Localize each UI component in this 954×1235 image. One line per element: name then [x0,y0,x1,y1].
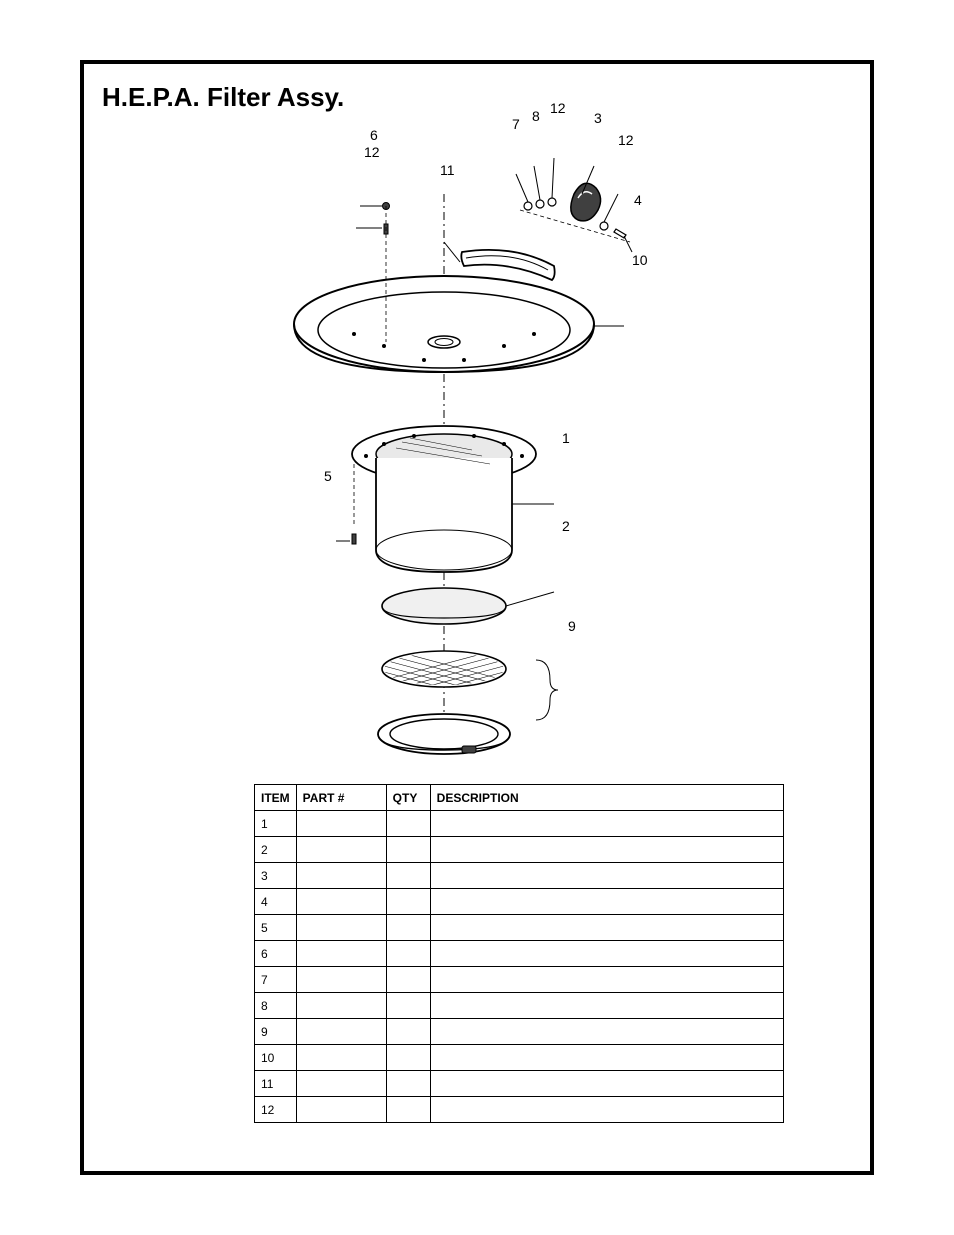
page-frame: H.E.P.A. Filter Assy. [80,60,874,1175]
callout-11: 11 [440,162,455,178]
parts-table-body: 1 2 3 4 5 6 7 8 9 10 11 12 [255,811,784,1123]
page-title: H.E.P.A. Filter Assy. [102,82,344,113]
table-row: 7 [255,967,784,993]
callout-7: 7 [512,116,520,132]
clamp-ring [378,714,510,754]
callout-3: 3 [594,110,602,126]
table-row: 3 [255,863,784,889]
th-part: PART # [296,785,386,811]
callout-1: 1 [562,430,570,446]
callout-5: 5 [324,468,332,484]
mesh-screen [382,648,506,704]
parts-table: ITEM PART # QTY DESCRIPTION 1 2 3 4 5 6 … [254,784,784,1123]
table-row: 6 [255,941,784,967]
table-row: 11 [255,1071,784,1097]
callout-4: 4 [634,192,642,208]
parts-table-head: ITEM PART # QTY DESCRIPTION [255,785,784,811]
table-row: 4 [255,889,784,915]
callout-2: 2 [562,518,570,534]
th-desc: DESCRIPTION [430,785,783,811]
table-row: 9 [255,1019,784,1045]
callout-10: 10 [632,252,648,268]
latch-cluster [520,183,630,242]
screw-left [383,203,390,343]
lid-assembly [294,276,594,372]
handle [461,250,554,280]
table-row: 5 [255,915,784,941]
callout-9: 9 [568,618,576,634]
callout-12a: 12 [364,144,380,160]
filter-disc [382,588,506,624]
th-qty: QTY [386,785,430,811]
table-row: 10 [255,1045,784,1071]
th-item: ITEM [255,785,297,811]
table-row: 8 [255,993,784,1019]
table-row: 2 [255,837,784,863]
exploded-diagram [84,94,878,774]
callout-6: 6 [370,127,378,143]
callout-12c: 12 [618,132,634,148]
callout-12b: 12 [550,100,566,116]
leader-lines [336,158,632,720]
table-row: 1 [255,811,784,837]
filter-canister [352,426,536,572]
screw-bottom-left [352,464,356,544]
table-row: 12 [255,1097,784,1123]
callout-8: 8 [532,108,540,124]
